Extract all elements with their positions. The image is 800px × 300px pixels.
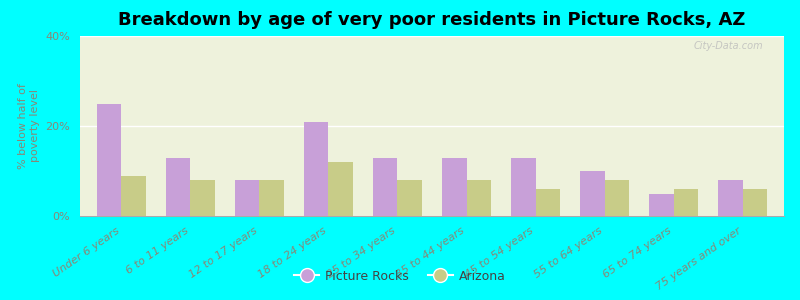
Title: Breakdown by age of very poor residents in Picture Rocks, AZ: Breakdown by age of very poor residents … (118, 11, 746, 29)
Bar (674, 189, 698, 216)
Y-axis label: % below half of
poverty level: % below half of poverty level (18, 83, 40, 169)
Bar (535, 189, 560, 216)
Bar (235, 180, 259, 216)
Bar (329, 162, 353, 216)
Bar (122, 176, 146, 216)
Bar (511, 158, 535, 216)
Bar (190, 180, 214, 216)
Bar (166, 158, 190, 216)
Bar (398, 180, 422, 216)
Bar (442, 158, 466, 216)
Text: City-Data.com: City-Data.com (694, 41, 763, 51)
Bar (466, 180, 490, 216)
Bar (650, 194, 674, 216)
Bar (718, 180, 742, 216)
Bar (98, 103, 122, 216)
Bar (605, 180, 629, 216)
Bar (374, 158, 398, 216)
Bar (580, 171, 605, 216)
Bar (742, 189, 766, 216)
Bar (259, 180, 284, 216)
Bar (304, 122, 329, 216)
Legend: Picture Rocks, Arizona: Picture Rocks, Arizona (289, 265, 511, 288)
